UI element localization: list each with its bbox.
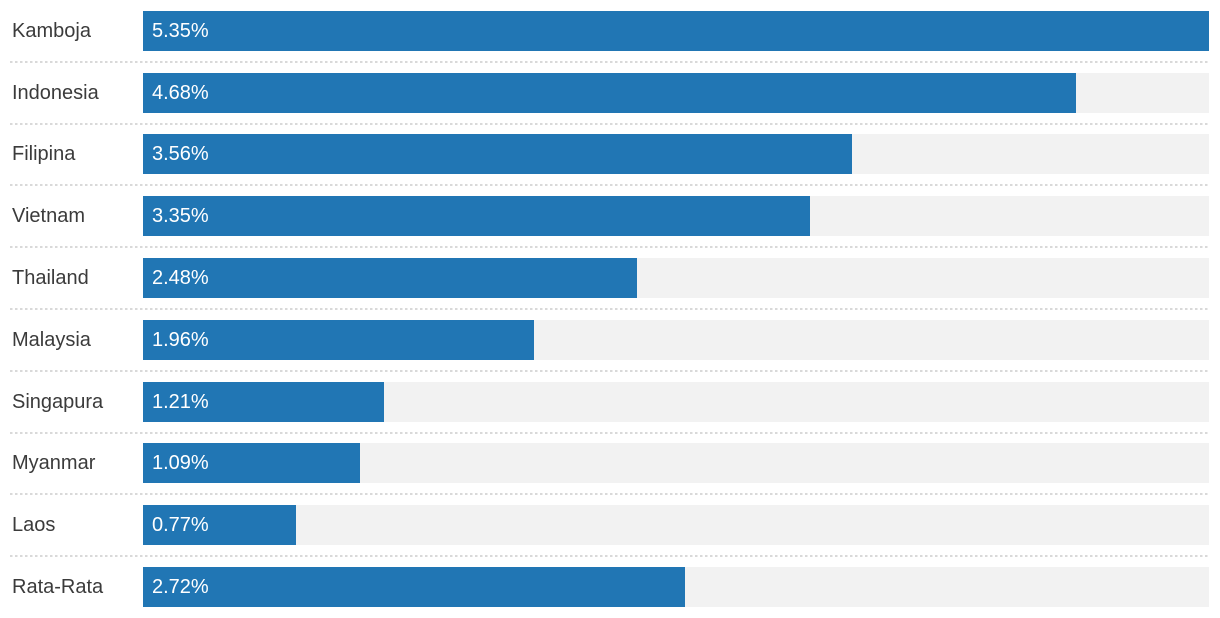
chart-row: Vietnam 3.35% — [0, 185, 1220, 249]
bar-track: 4.68% — [143, 72, 1209, 113]
chart-row: Indonesia 4.68% — [0, 62, 1220, 125]
category-label: Kamboja — [12, 20, 91, 41]
bar: 2.72% — [143, 567, 685, 608]
bar: 1.21% — [143, 381, 385, 422]
category-label: Laos — [12, 515, 56, 536]
bar-value-label: 4.68% — [152, 81, 209, 104]
category-label: Thailand — [12, 268, 89, 289]
bar: 3.56% — [143, 134, 853, 175]
bar-value-label: 1.09% — [152, 452, 209, 475]
bar-track: 1.09% — [143, 443, 1209, 484]
chart-row: Kamboja 5.35% — [0, 0, 1220, 63]
chart-row: Myanmar 1.09% — [0, 433, 1220, 496]
category-label: Malaysia — [12, 329, 91, 350]
bar: 3.35% — [143, 196, 811, 237]
bar-track: 1.21% — [143, 381, 1209, 422]
chart-row: Malaysia 1.96% — [0, 309, 1220, 372]
bar-value-label: 2.72% — [152, 576, 209, 599]
bar-value-label: 2.48% — [152, 267, 209, 290]
bar-track: 2.48% — [143, 258, 1209, 299]
chart-row: Singapura 1.21% — [0, 371, 1220, 434]
bar: 4.68% — [143, 72, 1076, 113]
chart-row: Filipina 3.56% — [0, 124, 1220, 187]
chart-row: Laos 0.77% — [0, 494, 1220, 558]
bar-track: 5.35% — [143, 10, 1209, 51]
bar-value-label: 1.21% — [152, 390, 209, 413]
chart-row: Rata-Rata 2.72% — [0, 556, 1220, 618]
category-label: Rata-Rata — [12, 577, 104, 598]
bar-value-label: 1.96% — [152, 328, 209, 351]
category-label: Vietnam — [12, 206, 86, 227]
bar: 2.48% — [143, 258, 638, 299]
bar: 1.96% — [143, 319, 534, 360]
category-label: Indonesia — [12, 82, 99, 103]
bar: 1.09% — [143, 443, 361, 484]
chart-row: Thailand 2.48% — [0, 247, 1220, 310]
bar-value-label: 0.77% — [152, 514, 209, 537]
bar: 0.77% — [143, 505, 297, 546]
bar-track: 3.35% — [143, 196, 1209, 237]
bar-track: 3.56% — [143, 134, 1209, 175]
bar-track: 1.96% — [143, 319, 1209, 360]
bar-value-label: 5.35% — [152, 19, 209, 42]
category-label: Myanmar — [12, 453, 96, 474]
category-label: Filipina — [12, 144, 76, 165]
category-label: Singapura — [12, 391, 104, 412]
bar-value-label: 3.56% — [152, 143, 209, 166]
bar-value-label: 3.35% — [152, 205, 209, 228]
bar-track: 0.77% — [143, 505, 1209, 546]
bar-track: 2.72% — [143, 567, 1209, 608]
bar: 5.35% — [143, 10, 1209, 51]
